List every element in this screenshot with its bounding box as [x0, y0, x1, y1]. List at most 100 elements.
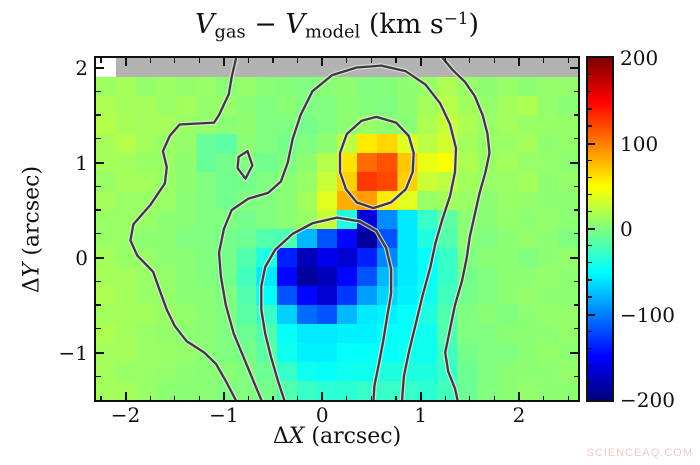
x-tick-label: 1 [414, 403, 427, 427]
title-units-close: ) [468, 9, 479, 41]
y-major-tick-right [570, 351, 578, 354]
x-minor-tick-top [100, 58, 102, 63]
y-tick-label: 1 [75, 150, 88, 175]
colorbar-tick-label: 0 [620, 217, 633, 241]
title-sub-model: model [304, 21, 361, 43]
contour-overlay [128, 58, 492, 400]
x-tick-label: 0 [315, 403, 329, 427]
x-minor-tick-top [370, 58, 373, 63]
y-major-tick [96, 66, 104, 69]
colorbar-minor-tick [588, 193, 592, 196]
contour-inner-orange [338, 115, 415, 210]
x-minor-tick [567, 395, 569, 400]
colorbar-tick-label: −200 [620, 388, 675, 412]
title-sub-gas: gas [214, 21, 246, 43]
y-minor-tick [96, 375, 101, 377]
colorbar-major-tick [588, 313, 595, 316]
x-minor-tick [149, 395, 151, 400]
y-minor-tick-right [573, 328, 578, 330]
residual-heatmap [96, 58, 578, 400]
colorbar-minor-tick [588, 210, 592, 213]
x-tick-label: −1 [209, 403, 239, 427]
x-minor-tick [370, 395, 373, 400]
x-minor-tick-top [272, 58, 274, 63]
title-minus: − [245, 9, 286, 41]
y-minor-tick-right [573, 185, 578, 187]
x-major-tick [419, 392, 422, 400]
colorbar-minor-tick [588, 176, 592, 178]
x-minor-tick-top [247, 58, 250, 63]
title-v-gas: V [195, 9, 215, 41]
y-minor-tick-right [573, 280, 578, 282]
x-minor-tick-top [567, 58, 569, 63]
x-minor-tick [469, 395, 471, 400]
colorbar-major-tick [588, 142, 595, 145]
colorbar-minor-tick [588, 74, 592, 76]
contour-inner-blue [260, 216, 393, 400]
x-tick-label: −2 [110, 403, 141, 427]
x-major-tick [124, 392, 127, 400]
x-minor-tick [346, 395, 348, 400]
y-minor-tick [96, 114, 101, 116]
y-minor-tick-right [573, 138, 578, 140]
y-minor-tick-right [573, 375, 578, 377]
y-major-tick-right [570, 161, 578, 164]
colorbar-minor-tick [588, 330, 592, 332]
colorbar-minor-tick [588, 245, 592, 247]
colorbar-minor-tick [588, 91, 592, 93]
contour-outer-right [441, 58, 491, 400]
x-minor-tick-top [395, 58, 397, 63]
x-major-tick-top [321, 58, 324, 66]
colorbar-minor-tick [588, 279, 592, 281]
x-major-tick [321, 392, 324, 400]
x-minor-tick [297, 395, 299, 400]
contour-small-loop [236, 149, 254, 180]
contour-outer-left [129, 58, 238, 400]
y-tick-label: −1 [58, 340, 88, 365]
y-minor-tick [96, 280, 101, 282]
y-major-tick [96, 161, 104, 164]
y-minor-tick [96, 233, 101, 235]
x-minor-tick [444, 395, 446, 400]
y-minor-tick-right [573, 90, 578, 92]
colorbar-minor-tick [588, 159, 592, 161]
contour-middle [217, 64, 458, 400]
watermark-text: SCIENCEAQ.COM [586, 447, 693, 459]
x-minor-tick [100, 395, 102, 400]
x-minor-tick-top [444, 58, 446, 63]
colorbar-minor-tick [588, 125, 592, 127]
x-minor-tick [174, 395, 176, 400]
y-minor-tick [96, 328, 101, 330]
x-minor-tick-top [542, 58, 545, 63]
x-minor-tick-top [297, 58, 299, 63]
colorbar-tick-label: 200 [620, 46, 659, 70]
x-label-var: X [288, 424, 305, 449]
x-minor-tick-top [198, 58, 200, 63]
x-major-tick-top [419, 58, 422, 66]
x-minor-tick-top [149, 58, 151, 63]
x-minor-tick-top [346, 58, 348, 63]
plot-area [94, 56, 580, 402]
y-minor-tick [96, 304, 101, 306]
y-minor-tick [96, 209, 101, 211]
y-minor-tick-right [573, 209, 578, 211]
x-minor-tick-top [174, 58, 176, 63]
colorbar-minor-tick [588, 262, 592, 264]
x-major-tick-top [222, 58, 225, 66]
x-major-tick [222, 392, 225, 400]
y-minor-tick-right [573, 304, 578, 306]
y-label-delta: Δ [19, 277, 45, 294]
title-exponent: −1 [443, 8, 469, 28]
colorbar-minor-tick [588, 296, 592, 298]
y-major-tick-right [570, 256, 578, 259]
x-axis-label: ΔX (arcsec) [96, 424, 578, 449]
x-minor-tick-top [469, 58, 471, 63]
x-minor-tick [395, 395, 397, 400]
y-tick-label: 2 [75, 55, 88, 80]
title-v-model: V [285, 9, 305, 41]
colorbar-tick-label: 100 [620, 131, 659, 156]
x-label-delta: Δ [272, 424, 289, 449]
title-units: (km s [360, 9, 444, 41]
y-minor-tick-right [573, 114, 578, 116]
